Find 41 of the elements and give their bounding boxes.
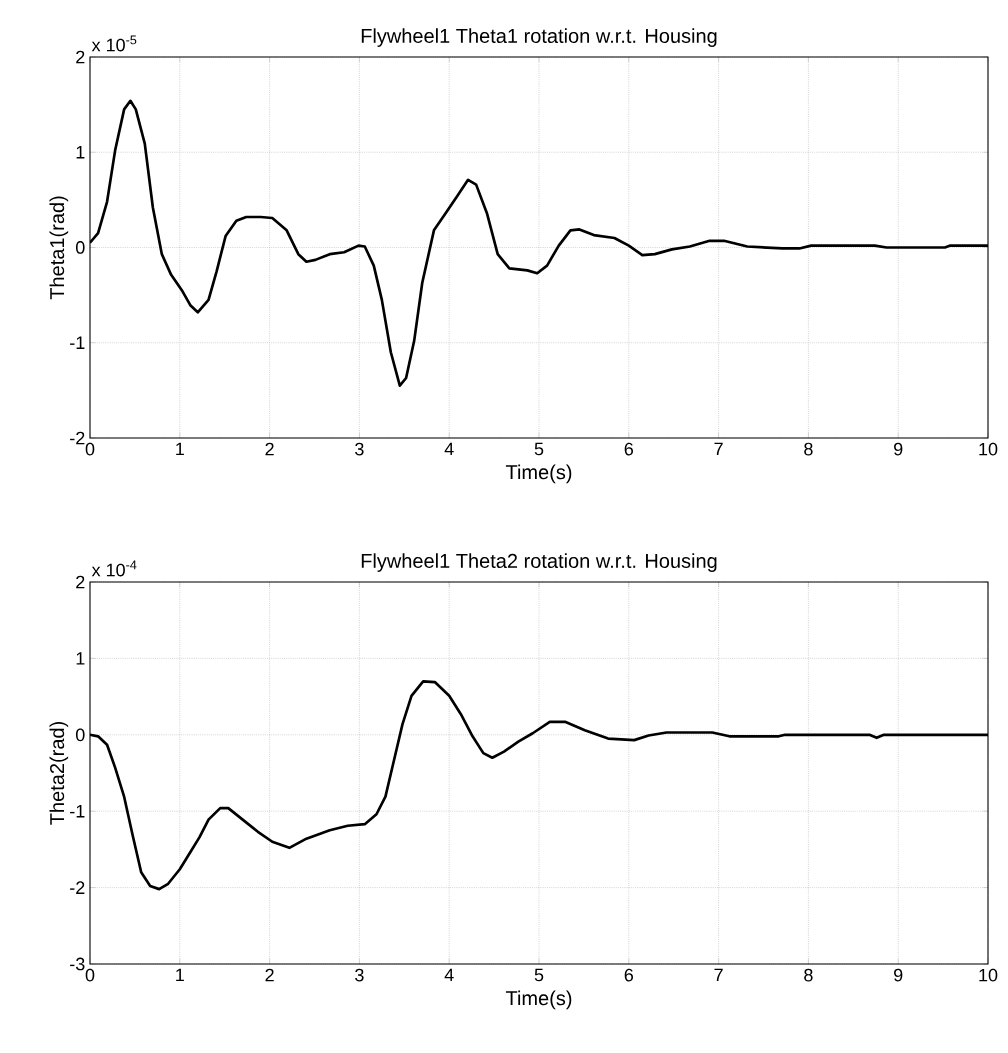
x-tick-label: 5	[534, 442, 544, 456]
x-tick-label: 2	[265, 968, 274, 982]
x-tick-label: 5	[534, 968, 544, 982]
x-tick-label: 10	[979, 442, 998, 456]
y-tick-label: 2	[76, 50, 85, 64]
y-tick-label: 2	[76, 575, 85, 589]
x-tick-label: 1	[176, 968, 184, 982]
text: x 10$^{-5}$	[91, 35, 137, 52]
x-tick-label: 7	[714, 442, 723, 456]
y-tick-label: -2	[70, 881, 85, 894]
chart-title: Flywheel1 Theta1 rotation w.r.t. Housing	[361, 28, 717, 47]
x-tick-label: 1	[176, 442, 184, 456]
y-tick-label: 1	[76, 652, 85, 665]
y-tick-label: 1	[76, 146, 85, 159]
x-tick-label: 6	[624, 442, 634, 456]
x-tick-label: 8	[804, 442, 813, 456]
y-axis-title: Theta1(rad)	[49, 196, 69, 300]
x-tick-label: 0	[85, 968, 95, 982]
y-tick-label: -2	[70, 431, 85, 445]
x-tick-label: 8	[804, 968, 813, 982]
x-tick-label: 0	[85, 442, 95, 456]
x-tick-label: 3	[355, 442, 364, 456]
x-tick-label: 9	[894, 442, 903, 456]
y-axis-title: Theta2(rad)	[49, 722, 69, 825]
y-tick-label: -1	[70, 336, 85, 349]
y-tick-label: 0	[75, 241, 85, 254]
y-tick-label: 0	[75, 728, 85, 742]
x-tick-label: 9	[894, 968, 903, 982]
y-tick-label: -3	[70, 957, 85, 971]
x-tick-label: 4	[444, 442, 454, 456]
x-tick-label: 7	[714, 968, 723, 982]
y-tick-label: -1	[70, 805, 85, 818]
x-tick-label: 2	[265, 442, 274, 456]
x-tick-label: 10	[979, 968, 998, 982]
text: x 10$^{-4}$	[91, 560, 137, 577]
x-tick-label: 6	[624, 968, 634, 982]
x-axis-title: Time(s)	[505, 990, 572, 1010]
chart-title: Flywheel1 Theta2 rotation w.r.t. Housing	[361, 553, 717, 572]
x-tick-label: 3	[355, 968, 364, 982]
x-tick-label: 4	[444, 968, 454, 982]
x-axis-title: Time(s)	[505, 464, 572, 484]
